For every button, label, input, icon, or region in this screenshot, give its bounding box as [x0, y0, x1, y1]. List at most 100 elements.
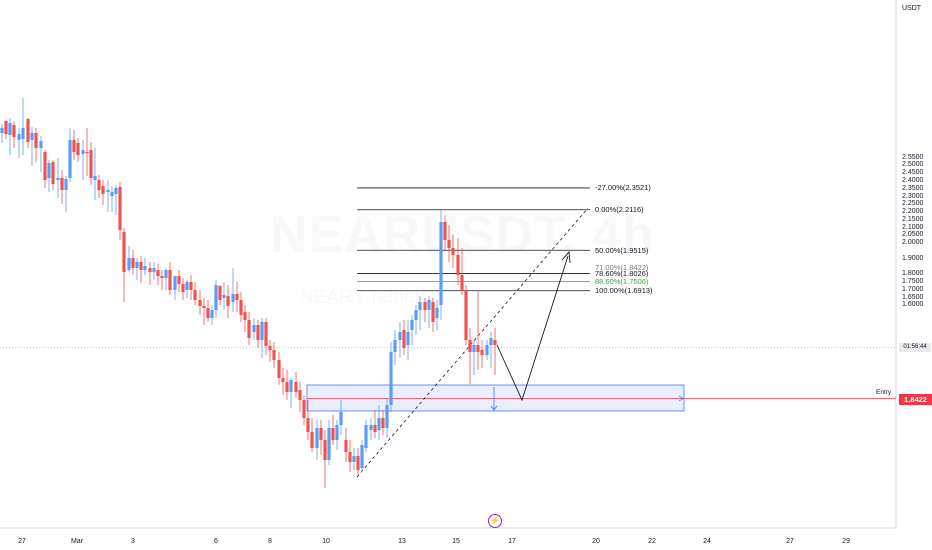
candle-body: [148, 268, 152, 272]
currency-label: USDT: [902, 5, 922, 12]
candle-body: [476, 345, 480, 352]
candle-body: [160, 276, 164, 278]
candle-body: [402, 330, 406, 348]
candle-body: [206, 308, 210, 318]
candle-body: [34, 133, 38, 148]
candle-body: [393, 340, 397, 352]
time-tick-label: 27: [786, 538, 794, 545]
lightning-icon[interactable]: ⚡: [488, 514, 502, 528]
candle-body: [381, 418, 385, 428]
candle-body: [364, 425, 368, 448]
candle-body: [51, 162, 55, 184]
candle-body: [439, 222, 443, 305]
candle-body: [21, 128, 25, 139]
candle-body: [451, 248, 455, 255]
candle-body: [72, 140, 76, 152]
candle-body: [485, 345, 489, 355]
price-tick-label: 2.1000: [902, 223, 924, 231]
candle-body: [493, 340, 497, 345]
candle-body: [447, 240, 451, 248]
time-tick-label: 17: [508, 538, 516, 545]
candle-body: [235, 294, 239, 300]
time-tick-label: 24: [703, 538, 711, 545]
candle-body: [264, 322, 268, 346]
candle-body: [410, 320, 414, 330]
candle-body: [327, 428, 331, 460]
candle-body: [118, 187, 122, 230]
candle-body: [348, 452, 352, 462]
candle-body: [185, 282, 189, 290]
candle-body: [177, 276, 181, 284]
candle-body: [360, 445, 364, 468]
price-tick-label: 2.5000: [902, 161, 924, 169]
candle-body: [339, 412, 343, 425]
candle-body: [344, 440, 348, 452]
candle-body: [435, 308, 439, 318]
candle-body: [168, 270, 172, 290]
projection-path: [496, 255, 569, 402]
candle-body: [239, 300, 243, 315]
candle-body: [193, 290, 197, 300]
price-tick-label: 2.0500: [902, 231, 924, 239]
price-tick-label: 2.3500: [902, 184, 924, 192]
candle-body: [294, 382, 298, 392]
candle-body: [226, 296, 230, 306]
candle-body: [76, 143, 80, 155]
price-tick-label: 1.6000: [902, 301, 924, 309]
candle-body: [4, 121, 8, 134]
candle-body: [456, 255, 460, 275]
candle-body: [315, 428, 319, 448]
time-tick-label: 15: [452, 538, 460, 545]
candle-body: [306, 418, 310, 432]
fib-trendline: [356, 207, 589, 478]
candle-body: [418, 302, 422, 310]
time-tick-label: 22: [648, 538, 656, 545]
entry-zone: [306, 384, 685, 412]
fib-level-label: 0.00%(2.2116): [595, 205, 644, 215]
candle-body: [85, 152, 89, 154]
candle-body: [198, 300, 202, 306]
price-tick-label: 2.3000: [902, 192, 924, 200]
candle-body: [26, 119, 30, 142]
candle-body: [319, 428, 323, 440]
candle-body: [260, 322, 264, 340]
candle-body: [30, 133, 34, 140]
candle-body: [460, 275, 464, 290]
entry-price-badge: 1.8422: [899, 394, 932, 405]
candle-body: [480, 350, 484, 355]
projection-arrow-head: [561, 250, 571, 264]
candle-body: [106, 190, 110, 192]
candle-body: [93, 176, 97, 180]
candle-body: [398, 332, 402, 340]
candle-body: [135, 262, 139, 268]
candle-body: [431, 302, 435, 322]
price-tick-label: 1.6500: [902, 293, 924, 301]
candle-body: [373, 425, 377, 432]
fib-level-label: 50.00%(1.9515): [595, 245, 649, 255]
candle-body: [0, 128, 4, 133]
price-tick-label: 1.9000: [902, 254, 924, 262]
candle-body: [97, 180, 101, 190]
candle-body: [472, 345, 476, 352]
candle-body: [202, 306, 206, 308]
candle-body: [210, 310, 214, 318]
candle-body: [114, 188, 118, 194]
symbol-watermark: NEARUSDT, 4h: [270, 206, 655, 264]
candle-body: [156, 270, 160, 276]
candle-body: [331, 428, 335, 440]
candle-body: [43, 152, 47, 180]
candle-body: [464, 290, 468, 340]
description-watermark: NEAR / TetherUS: [300, 287, 448, 308]
candle-body: [214, 285, 218, 310]
time-tick-label: 3: [131, 538, 135, 545]
candle-body: [389, 352, 393, 405]
candle-body: [101, 186, 105, 194]
fib-level-label: 88.60%(1.7506): [595, 277, 649, 286]
candle-body: [189, 282, 193, 290]
price-tick-label: 2.1500: [902, 215, 924, 223]
candle-body: [152, 268, 156, 272]
candle-body: [110, 192, 114, 196]
candle-body: [277, 360, 281, 378]
price-tick-label: 2.5500: [902, 153, 924, 161]
